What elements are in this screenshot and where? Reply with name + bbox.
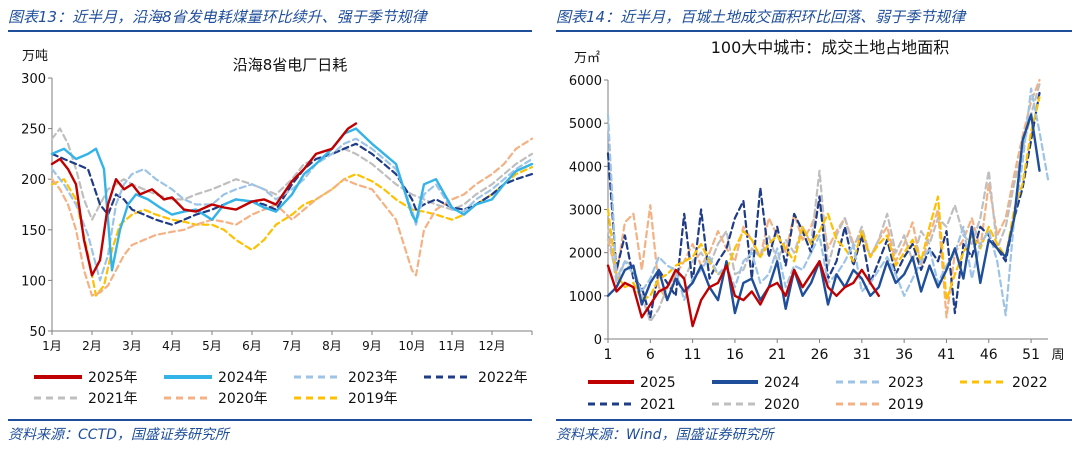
series-line-2020: [606, 83, 1041, 323]
legend-label-2020: 2020: [764, 397, 800, 413]
right-chart-header: 图表14：近半月，百城土地成交面积环比回落、弱于季节规律: [556, 6, 1072, 32]
x-tick-label: 6: [646, 347, 655, 363]
x-tick-label: 46: [980, 347, 998, 363]
y-axis-unit-label: 万㎡: [574, 51, 600, 66]
x-tick-label: 9月: [362, 339, 382, 353]
chart-title: 100大中城市：成交土地占地面积: [711, 38, 950, 57]
right-chart-source: 资料来源：Wind，国盛证券研究所: [556, 427, 774, 443]
left-chart-footer: 资料来源：CCTD，国盛证券研究所: [8, 419, 532, 443]
series-line-2024: [50, 127, 534, 272]
series-line-2022: [50, 142, 534, 226]
left-chart-header-text: 图表13：近半月，沿海8省发电耗煤量环比续升、强于季节规律: [8, 8, 427, 26]
legend-label-2021: 2021年: [88, 391, 138, 407]
y-tick-label: 3000: [569, 204, 602, 219]
x-tick-label: 1月: [42, 339, 62, 353]
x-tick-label: 31: [853, 347, 871, 363]
series-line-2025: [50, 122, 358, 277]
legend-label-2024: 2024: [764, 375, 800, 391]
x-axis-unit-label: 周: [1051, 348, 1064, 363]
x-tick-label: 4月: [162, 339, 182, 353]
x-tick-label: 51: [1022, 347, 1040, 363]
series-line-2019: [50, 166, 534, 297]
series-line-2021: [50, 127, 534, 221]
right-chart-panel: 图表14：近半月，百城土地成交面积环比回落、弱于季节规律 100大中城市：成交土…: [548, 0, 1080, 449]
x-tick-label: 2月: [82, 339, 102, 353]
series-line-2022: [606, 96, 1041, 302]
left-chart-source: 资料来源：CCTD，国盛证券研究所: [8, 427, 229, 443]
legend-label-2021: 2021: [640, 397, 676, 413]
legend-label-2023: 2023年: [348, 370, 398, 386]
y-tick-label: 100: [21, 274, 46, 289]
x-tick-label: 8月: [322, 339, 342, 353]
coal-consumption-chart: 沿海8省电厂日耗 万吨 50 100 150 200 250 300 1月 2月 3月 4月 5月 6月 7…: [21, 49, 534, 407]
legend-label-2022: 2022年: [478, 370, 528, 386]
x-tick-label: 6月: [242, 339, 262, 353]
y-tick-label: 2000: [569, 247, 602, 262]
series-line-2025: [606, 260, 880, 328]
chart-title: 沿海8省电厂日耗: [233, 56, 348, 74]
legend-label-2024: 2024年: [218, 370, 268, 386]
legend-label-2025: 2025: [640, 375, 676, 391]
x-tick-label: 1: [604, 347, 613, 363]
y-tick-label: 4000: [569, 160, 602, 175]
x-tick-label: 10月: [398, 339, 425, 353]
series-line-2023: [606, 87, 1050, 317]
y-tick-label: 200: [21, 173, 46, 188]
right-chart-footer: 资料来源：Wind，国盛证券研究所: [556, 419, 1072, 443]
legend-label-2022: 2022: [1012, 375, 1048, 391]
y-tick-label: 250: [21, 123, 46, 138]
x-tick-label: 3月: [122, 339, 142, 353]
y-tick-label: 300: [21, 72, 46, 87]
x-tick-label: 11月: [438, 339, 465, 353]
x-tick-label: 16: [726, 347, 744, 363]
y-tick-label: 5000: [569, 117, 602, 132]
y-tick-label: 150: [21, 224, 46, 239]
x-tick-label: 41: [938, 347, 956, 363]
x-tick-label: 36: [895, 347, 913, 363]
x-tick-label: 21: [768, 347, 786, 363]
legend-label-2020: 2020年: [218, 391, 268, 407]
y-tick-label: 0: [594, 333, 602, 348]
x-tick-label: 11: [684, 347, 702, 363]
x-tick-label: 5月: [202, 339, 222, 353]
series-line-2020: [50, 137, 534, 297]
x-tick-label: 7月: [282, 339, 302, 353]
y-tick-label: 6000: [569, 74, 602, 89]
left-chart-header: 图表13：近半月，沿海8省发电耗煤量环比续升、强于季节规律: [8, 6, 532, 32]
y-axis-unit-label: 万吨: [22, 49, 48, 64]
legend-label-2023: 2023: [888, 375, 924, 391]
y-tick-label: 1000: [569, 290, 602, 305]
y-tick-label: 50: [29, 325, 46, 340]
x-tick-label: 12月: [478, 339, 505, 353]
series-line-2024: [606, 113, 1041, 315]
legend-label-2019: 2019: [888, 397, 924, 413]
x-tick-label: 26: [811, 347, 829, 363]
legend-label-2025: 2025年: [88, 370, 138, 386]
left-chart-panel: 图表13：近半月，沿海8省发电耗煤量环比续升、强于季节规律 沿海8省电厂日耗 万吨…: [8, 6, 534, 443]
panel-divider: [540, 0, 548, 449]
right-chart-header-text: 图表14：近半月，百城土地成交面积环比回落、弱于季节规律: [556, 8, 966, 26]
legend-label-2019: 2019年: [348, 391, 398, 407]
